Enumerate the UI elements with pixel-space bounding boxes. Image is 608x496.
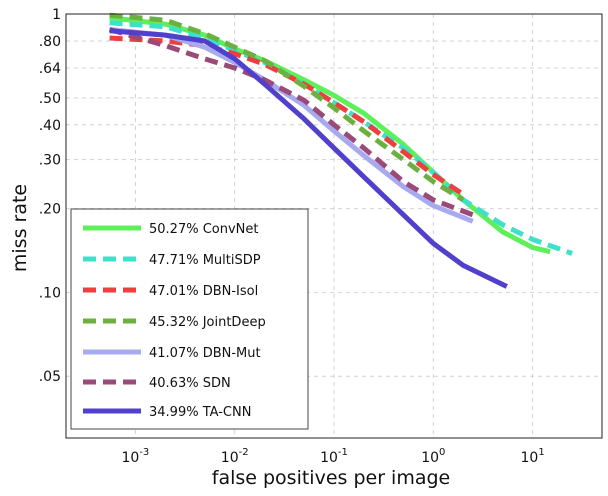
x-tick-label: 10-2 — [221, 447, 249, 466]
series-line — [109, 20, 573, 256]
legend-label: 34.99% TA-CNN — [149, 405, 251, 420]
y-tick-label: .10 — [39, 285, 61, 301]
legend-label: 47.01% DBN-Isol — [149, 284, 258, 299]
y-tick-label: .20 — [39, 202, 61, 218]
legend: 50.27% ConvNet 47.71% MultiSDP 47.01% DBN-… — [70, 208, 309, 430]
series-line — [108, 27, 474, 218]
y-axis-label: miss rate — [9, 184, 31, 272]
x-tick-base: 10 — [520, 450, 538, 466]
y-tick-label: .30 — [39, 153, 61, 169]
x-tick-label: 101 — [520, 447, 544, 466]
legend-label: 41.07% DBN-Mut — [149, 346, 261, 361]
y-tick-label: .40 — [39, 118, 61, 134]
x-axis-label: false positives per image — [212, 467, 450, 489]
y-tick-label: .50 — [39, 91, 61, 107]
x-tick-label: 10-1 — [320, 447, 348, 466]
y-tick-labels: 1 .80 .64 .50 .40 .30 .20 .10 .05 — [39, 7, 61, 385]
x-tick-exponent: -2 — [239, 447, 249, 458]
legend-label: 47.71% MultiSDP — [149, 253, 261, 268]
legend-label: 40.63% SDN — [149, 376, 231, 391]
x-tick-base: 10 — [221, 450, 239, 466]
y-tick-label: .80 — [39, 34, 61, 50]
y-tick-label: 1 — [52, 7, 61, 23]
x-tick-exponent: -3 — [139, 447, 149, 458]
series-line — [109, 12, 465, 203]
series-line — [109, 28, 508, 289]
x-tick-exponent: 1 — [538, 447, 544, 458]
x-tick-labels: 10-3 10-2 10-1 100 101 — [121, 447, 544, 466]
x-tick-exponent: 0 — [439, 447, 445, 458]
y-tick-label: .64 — [39, 61, 61, 77]
x-tick-label: 10-3 — [121, 447, 149, 466]
x-tick-base: 10 — [421, 450, 439, 466]
series-line — [109, 35, 465, 197]
series-layer — [108, 12, 573, 289]
x-tick-base: 10 — [320, 450, 338, 466]
x-tick-base: 10 — [121, 450, 139, 466]
legend-label: 45.32% JointDeep — [149, 315, 266, 330]
x-tick-label: 100 — [421, 447, 445, 466]
plot-area-border — [65, 13, 603, 439]
x-tick-exponent: -1 — [338, 447, 348, 458]
series-line — [109, 27, 474, 224]
y-tick-label: .05 — [39, 369, 61, 385]
legend-label: 50.27% ConvNet — [149, 222, 258, 237]
